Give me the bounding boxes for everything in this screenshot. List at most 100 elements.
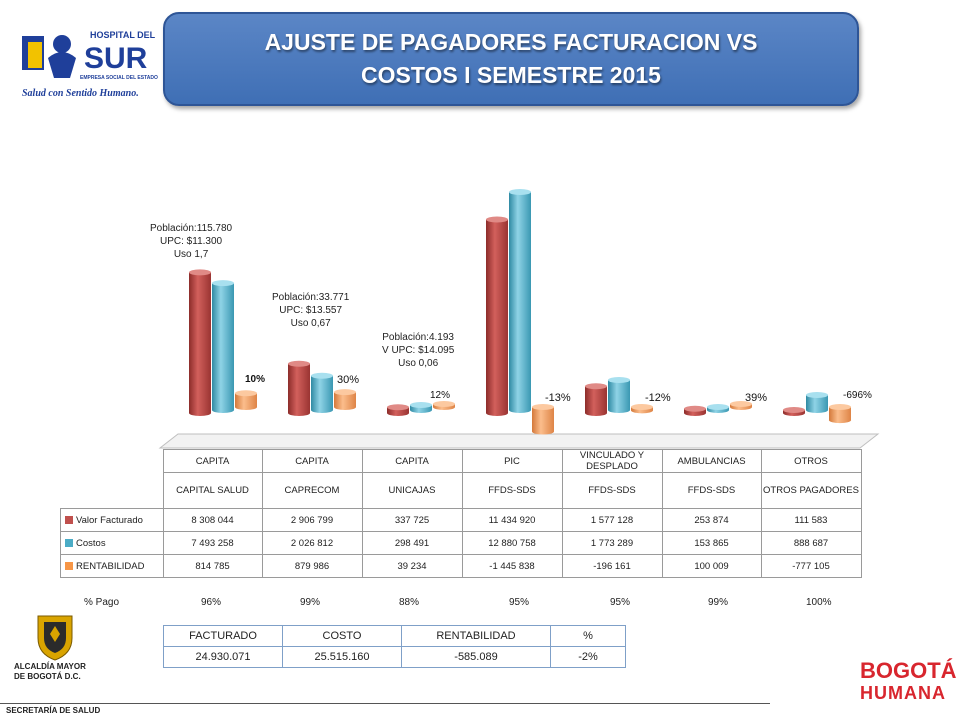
bar-rentabilidad (829, 407, 851, 421)
bar-base (608, 407, 630, 413)
bar-cap (334, 389, 356, 396)
category-top: CAPITA (261, 449, 363, 473)
hospital-name: HOSPITAL DEL (90, 30, 156, 40)
table-cell: 111 583 (760, 508, 862, 532)
summary-header: RENTABILIDAD (401, 625, 551, 647)
bar-base (806, 407, 828, 413)
bar-rentabilidad (334, 392, 356, 407)
table-row: Valor Facturado 8 308 044 2 906 799 337 … (60, 508, 862, 532)
hospital-sur: SUR (84, 42, 148, 75)
bar-costos (509, 192, 531, 410)
bar-cap (387, 404, 409, 411)
table-cell: 100 009 (661, 554, 762, 578)
bar-costos (212, 283, 234, 410)
bar-cap (410, 401, 432, 408)
category-top: CAPITA (162, 449, 263, 473)
table-cell: 12 880 758 (461, 531, 563, 555)
bar-base (212, 407, 234, 413)
rent-label: -12% (645, 392, 671, 404)
summary-header: FACTURADO (163, 625, 283, 647)
rent-label: 30% (337, 374, 360, 386)
table-cell: -196 161 (561, 554, 663, 578)
pago-value: 95% (509, 597, 530, 608)
bar-cap (509, 189, 531, 195)
bar-base (189, 410, 211, 416)
bar-valor-facturado (585, 386, 607, 413)
rent-label: 12% (430, 390, 451, 401)
hospital-sub: EMPRESA SOCIAL DEL ESTADO (80, 75, 158, 81)
table-cell: 337 725 (361, 508, 463, 532)
alcaldia-label: ALCALDÍA MAYOR DE BOGOTÁ D.C. (14, 662, 86, 681)
table-cell: 2 026 812 (261, 531, 363, 555)
bar-base (486, 410, 508, 416)
summary-header: COSTO (282, 625, 402, 647)
bar-cap (486, 216, 508, 223)
category-top: PIC (461, 449, 563, 473)
bar-cap (707, 404, 729, 410)
title-line-2: COSTOS I SEMESTRE 2015 (361, 62, 661, 88)
table-cell: 814 785 (162, 554, 263, 578)
summary-table: FACTURADO COSTO RENTABILIDAD % 24.930.07… (163, 625, 626, 668)
bar-costos (608, 379, 630, 410)
bar-base (684, 410, 706, 416)
legend-swatch (65, 538, 73, 547)
category-bottom: CAPITAL SALUD (162, 472, 263, 509)
chart-data-table: CAPITA CAPITA CAPITA PIC VINCULADO Y DES… (60, 449, 862, 578)
title-banner: AJUSTE DE PAGADORES FACTURACION VS COSTO… (163, 12, 859, 106)
bar-base (585, 410, 607, 416)
bar-cap (235, 390, 257, 397)
rent-label: -13% (545, 392, 571, 404)
category-top: VINCULADO Y DESPLADO (561, 449, 663, 473)
bar-costos (806, 394, 828, 410)
bar-cap (433, 401, 455, 407)
bar-base (288, 410, 310, 416)
category-bottom: UNICAJAS (361, 472, 463, 509)
bar-valor-facturado (486, 219, 508, 413)
table-cell: -777 105 (760, 554, 862, 578)
bar-base (532, 428, 554, 435)
bar-cap (730, 401, 752, 407)
summary-value: -585.089 (401, 646, 551, 668)
bar-base (410, 407, 432, 413)
annotation-caprecom: Población:33.771 UPC: $13.557 Uso 0,67 (272, 292, 350, 329)
table-row: CAPITA CAPITA CAPITA PIC VINCULADO Y DES… (61, 449, 862, 473)
category-top: AMBULANCIAS (661, 449, 762, 473)
bar-cap (631, 404, 653, 410)
pago-label: % Pago (84, 597, 120, 608)
bar-cap (189, 269, 211, 276)
bar-costos (311, 375, 333, 410)
table-cell: 298 491 (361, 531, 463, 555)
category-bottom: OTROS PAGADORES (760, 472, 862, 509)
bar-base (311, 407, 333, 413)
table-cell: 8 308 044 (162, 508, 263, 532)
footer-divider (0, 703, 770, 704)
summary-value: -2% (550, 646, 626, 668)
pago-value: 99% (300, 597, 321, 608)
category-bottom: FFDS-SDS (661, 472, 762, 509)
table-row: RENTABILIDAD 814 785 879 986 39 234 -1 4… (60, 554, 862, 578)
table-cell: 2 906 799 (261, 508, 363, 532)
table-cell: 253 874 (661, 508, 762, 532)
pago-value: 95% (610, 597, 631, 608)
bar-cap (212, 280, 234, 287)
secretaria-label: SECRETARÍA DE SALUD (6, 706, 101, 715)
bar-cap (806, 391, 828, 398)
table-cell: 1 773 289 (561, 531, 663, 555)
bar-base (509, 407, 531, 413)
summary-value: 25.515.160 (282, 646, 402, 668)
category-bottom: CAPRECOM (261, 472, 363, 509)
bar-base (235, 404, 257, 410)
hospital-slogan: Salud con Sentido Humano. (22, 88, 139, 99)
bar-cap (288, 360, 310, 367)
rent-label: 10% (245, 374, 266, 385)
hospital-logo: HOSPITAL DEL SUR EMPRESA SOCIAL DEL ESTA… (22, 30, 158, 99)
legend-rentabilidad: RENTABILIDAD (60, 554, 164, 578)
bar-cap (311, 372, 333, 379)
category-bottom: FFDS-SDS (561, 472, 663, 509)
pago-value: 96% (201, 597, 222, 608)
bar-base (334, 404, 356, 410)
table-row: 24.930.071 25.515.160 -585.089 -2% (163, 646, 626, 668)
legend-swatch (65, 561, 73, 570)
table-row: Costos 7 493 258 2 026 812 298 491 12 88… (60, 531, 862, 555)
